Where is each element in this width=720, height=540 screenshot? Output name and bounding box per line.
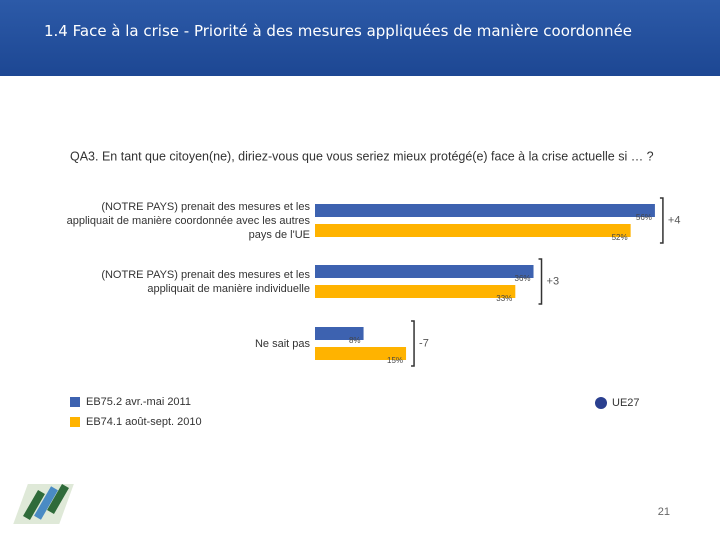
value-label: 8% — [349, 336, 361, 345]
category-label: (NOTRE PAYS) prenait des mesures et les … — [101, 269, 310, 295]
bracket — [538, 258, 543, 305]
bar — [315, 224, 631, 237]
region-label: UE27 — [612, 397, 640, 409]
difference-label: +3 — [547, 275, 560, 287]
value-label: 33% — [496, 294, 512, 303]
logo — [13, 484, 74, 524]
globe-icon — [595, 397, 607, 409]
slide-title: 1.4 Face à la crise - Priorité à des mes… — [44, 22, 632, 40]
category-label: (NOTRE PAYS) prenait des mesures et les … — [66, 201, 310, 241]
bracket — [411, 320, 415, 367]
legend-swatch — [70, 417, 80, 427]
page-number: 21 — [658, 506, 670, 518]
difference-label: +4 — [668, 214, 681, 226]
value-label: 15% — [387, 356, 403, 365]
legend-swatch — [70, 397, 80, 407]
legend-label: EB75.2 avr.-mai 2011 — [86, 396, 191, 408]
value-label: 36% — [515, 274, 531, 283]
bar — [315, 327, 364, 340]
legend-label: EB74.1 août-sept. 2010 — [86, 416, 202, 428]
bar — [315, 347, 407, 360]
bar — [315, 204, 655, 217]
category-label: Ne sait pas — [254, 338, 310, 350]
value-label: 56% — [636, 213, 652, 222]
header-band: 1.4 Face à la crise - Priorité à des mes… — [0, 0, 720, 76]
chart-title: QA3. En tant que citoyen(ne), diriez-vou… — [70, 149, 654, 163]
bracket — [659, 197, 664, 244]
bar — [315, 265, 534, 278]
bar — [315, 285, 516, 298]
difference-label: -7 — [419, 337, 429, 349]
value-label: 52% — [612, 233, 628, 242]
